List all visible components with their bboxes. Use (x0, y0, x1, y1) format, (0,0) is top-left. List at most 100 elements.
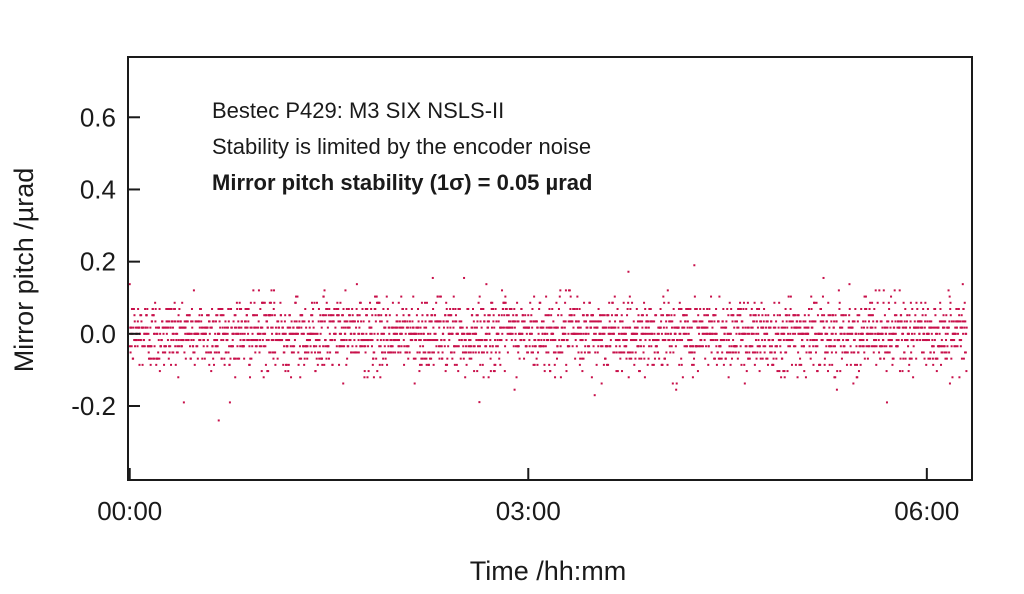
data-point (346, 357, 349, 360)
data-point (144, 307, 147, 310)
data-point (655, 345, 658, 348)
data-point (616, 370, 619, 373)
data-point (725, 326, 728, 329)
data-point (300, 326, 303, 329)
data-point (875, 363, 878, 366)
data-point (813, 301, 816, 304)
data-point (321, 320, 324, 323)
data-point (408, 351, 411, 354)
data-point (471, 307, 474, 310)
data-point (284, 314, 287, 317)
data-point (150, 345, 153, 348)
data-point (510, 307, 513, 310)
data-point (168, 351, 171, 354)
data-point (544, 332, 547, 335)
data-point (645, 332, 648, 335)
data-point (819, 320, 822, 323)
data-point (910, 332, 913, 335)
data-point (634, 351, 637, 354)
data-point (264, 332, 267, 335)
data-point (700, 339, 703, 342)
data-point (703, 339, 706, 342)
data-point (703, 314, 706, 317)
data-point (503, 301, 506, 304)
data-point (703, 326, 706, 329)
data-point (787, 295, 790, 298)
data-point (628, 357, 631, 360)
data-point (343, 345, 346, 348)
y-tick-label: 0.2 (80, 247, 116, 277)
data-point (615, 370, 618, 373)
data-point (887, 301, 890, 304)
data-point (554, 376, 557, 379)
data-point (661, 363, 664, 366)
data-point (422, 332, 425, 335)
data-point (582, 357, 585, 360)
data-point (247, 307, 250, 310)
data-point (648, 339, 651, 342)
data-point (450, 351, 453, 354)
data-point (677, 326, 680, 329)
data-point (401, 326, 404, 329)
data-point (841, 314, 844, 317)
data-point (892, 357, 895, 360)
data-point (751, 332, 754, 335)
data-point (862, 339, 865, 342)
data-point (931, 345, 934, 348)
data-point (208, 332, 211, 335)
data-point (717, 357, 720, 360)
data-point (374, 295, 377, 298)
data-point (543, 363, 546, 366)
data-point (646, 363, 649, 366)
data-point (454, 307, 457, 310)
data-point (940, 320, 943, 323)
data-point (488, 314, 491, 317)
data-point (490, 301, 493, 304)
data-point (584, 345, 587, 348)
data-point (926, 339, 929, 342)
y-tick-label: 0.4 (80, 174, 116, 204)
data-point (381, 351, 384, 354)
data-point (955, 326, 958, 329)
data-point (773, 351, 776, 354)
data-point (294, 301, 297, 304)
data-point (227, 351, 230, 354)
data-point (240, 320, 243, 323)
data-point (132, 357, 135, 360)
data-point (415, 332, 418, 335)
data-point (397, 301, 400, 304)
data-point (955, 320, 958, 323)
data-point (672, 351, 675, 354)
data-point (891, 363, 894, 366)
data-point (943, 345, 946, 348)
data-point (878, 332, 881, 335)
data-point (514, 320, 517, 323)
data-point (593, 326, 596, 329)
data-point (827, 301, 830, 304)
data-point (234, 357, 237, 360)
data-point (210, 326, 213, 329)
data-point (192, 351, 195, 354)
data-point (788, 314, 791, 317)
data-point (545, 351, 548, 354)
data-point (440, 339, 443, 342)
data-point (478, 295, 481, 298)
data-point (334, 326, 337, 329)
data-point (624, 332, 627, 335)
data-point (306, 332, 309, 335)
data-point (250, 326, 253, 329)
data-point (529, 301, 532, 304)
data-point (480, 339, 483, 342)
data-point (811, 326, 814, 329)
data-point (695, 320, 698, 323)
data-point (597, 320, 600, 323)
data-point (492, 320, 495, 323)
data-point (944, 320, 947, 323)
data-point (242, 339, 245, 342)
data-point (531, 326, 534, 329)
data-point (568, 314, 571, 317)
data-point (548, 307, 551, 310)
data-point (917, 326, 920, 329)
data-point (868, 320, 871, 323)
data-point (411, 339, 414, 342)
